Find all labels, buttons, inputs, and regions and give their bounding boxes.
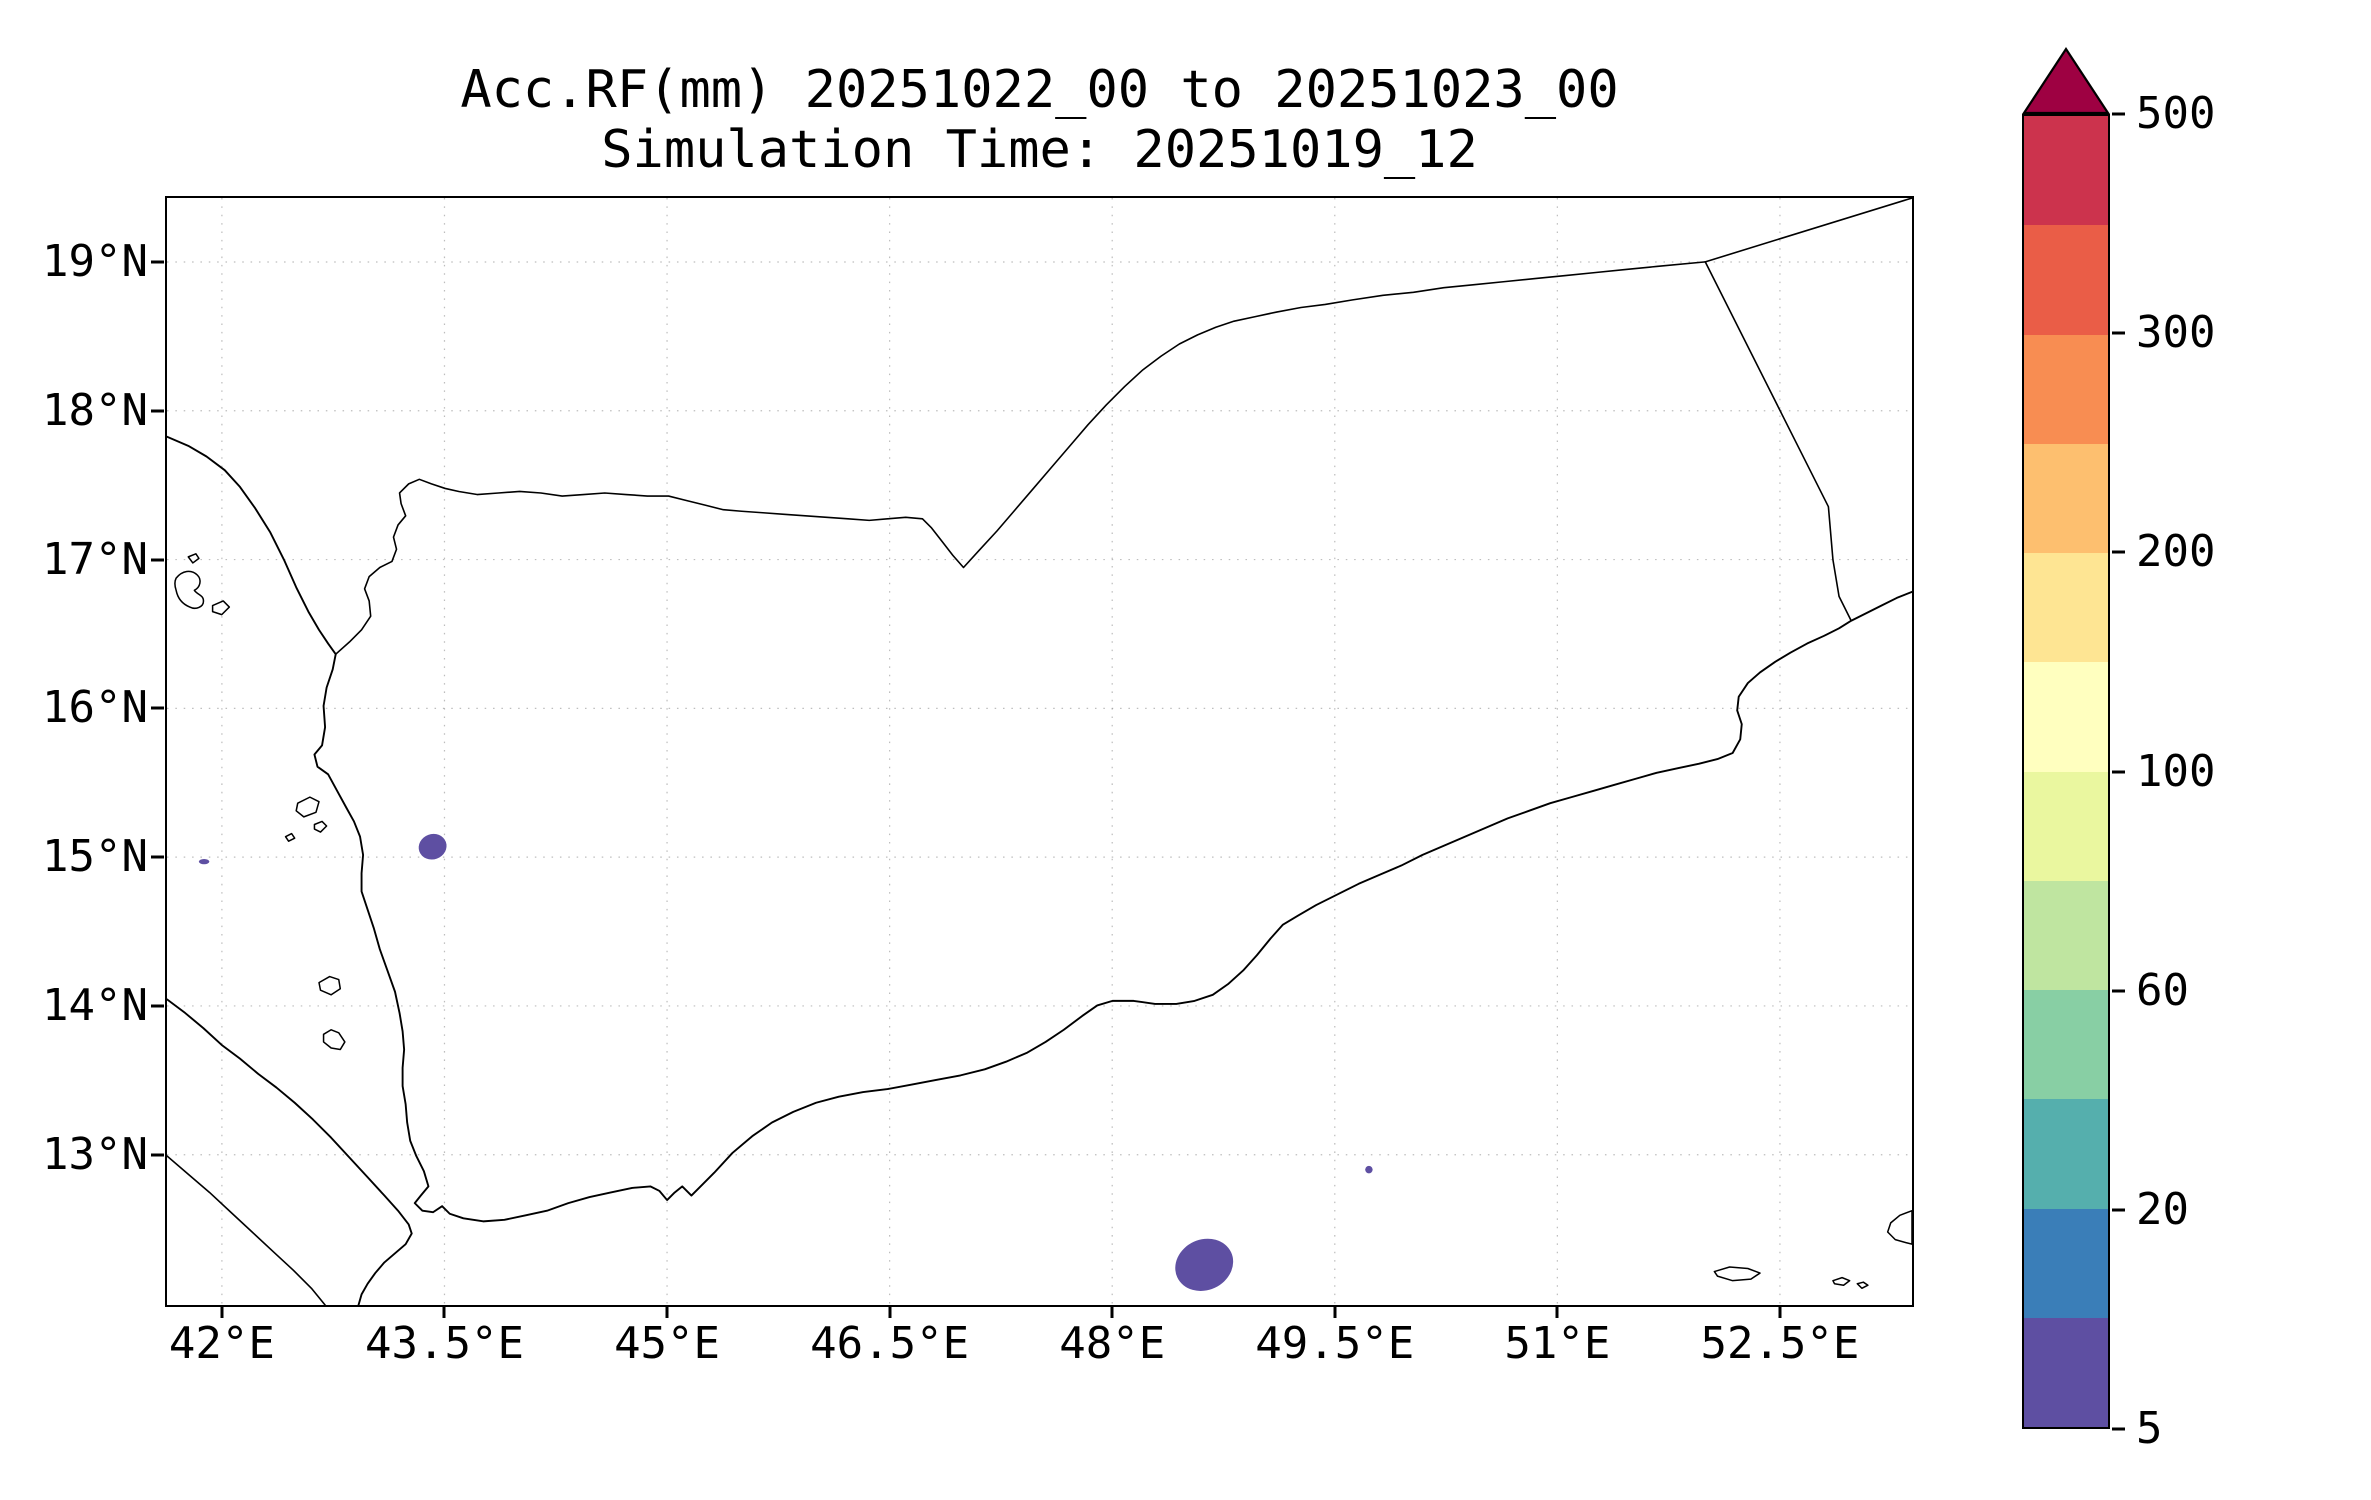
map-plot-area bbox=[164, 195, 1914, 1307]
x-tick-label: 43.5°E bbox=[364, 1318, 524, 1369]
island-socotra-tip bbox=[1886, 1209, 1912, 1245]
plot-title: Acc.RF(mm) 20251022_00 to 20251023_00 bbox=[460, 60, 1619, 120]
plot-subtitle: Simulation Time: 20251019_12 bbox=[601, 120, 1478, 180]
colorbar-tick-mark bbox=[2112, 770, 2125, 773]
rain-speck-gulf-east bbox=[1364, 1165, 1373, 1173]
island-farasan-2 bbox=[211, 599, 230, 615]
colorbar-tick-mark bbox=[2112, 989, 2125, 993]
y-tick-label: 16°N bbox=[42, 682, 148, 734]
y-tick-label: 13°N bbox=[42, 1128, 148, 1180]
colorbar bbox=[2022, 114, 2110, 1429]
colorbar-tick-mark bbox=[2112, 331, 2125, 335]
rain-patch-gulf-of-aden bbox=[1174, 1238, 1233, 1291]
x-tick-label: 42°E bbox=[168, 1318, 275, 1369]
island-farasan-3 bbox=[187, 552, 200, 564]
colorbar-tick-label: 300 bbox=[2136, 307, 2216, 359]
y-tick-mark bbox=[151, 558, 164, 562]
colorbar-tick-mark bbox=[2112, 1427, 2125, 1431]
colorbar-band-3 bbox=[2024, 990, 2108, 1100]
rain-speck-red-sea bbox=[198, 858, 209, 864]
coastline-africa bbox=[166, 997, 413, 1305]
x-tick-mark bbox=[1333, 1305, 1337, 1318]
y-tick-label: 18°N bbox=[42, 384, 148, 436]
yemen-rainfall-map bbox=[166, 197, 1912, 1305]
colorbar-tick-mark bbox=[2112, 1208, 2125, 1212]
colorbar-tick-mark bbox=[2112, 112, 2125, 116]
colorbar-band-11 bbox=[2024, 116, 2108, 226]
y-tick-mark bbox=[151, 260, 164, 264]
colorbar-band-2 bbox=[2024, 1099, 2108, 1209]
colorbar-band-10 bbox=[2024, 225, 2108, 335]
x-tick-mark bbox=[1110, 1305, 1114, 1318]
border-africa bbox=[166, 1154, 326, 1305]
x-tick-mark bbox=[888, 1305, 892, 1318]
x-tick-mark bbox=[1778, 1305, 1782, 1318]
island-hanish bbox=[322, 1028, 346, 1050]
colorbar-tick-label: 500 bbox=[2136, 88, 2216, 139]
coastlines bbox=[166, 435, 1912, 1305]
island-kamaran-2 bbox=[313, 820, 327, 833]
y-tick-label: 14°N bbox=[42, 979, 148, 1031]
gridlines bbox=[166, 197, 1912, 1305]
coastline-arabian-peninsula bbox=[166, 435, 1912, 1222]
island-kamaran bbox=[294, 795, 320, 818]
x-tick-mark bbox=[442, 1305, 446, 1318]
island-zuqar bbox=[317, 975, 341, 996]
colorbar-over-arrow bbox=[2022, 46, 2110, 115]
x-tick-label: 51°E bbox=[1504, 1318, 1611, 1369]
colorbar-tick-label: 200 bbox=[2136, 526, 2216, 578]
islands bbox=[173, 552, 1912, 1289]
colorbar-band-4 bbox=[2024, 880, 2108, 990]
rainfall-patches bbox=[198, 833, 1373, 1291]
colorbar-tick-label: 5 bbox=[2136, 1403, 2163, 1454]
x-tick-label: 52.5°E bbox=[1700, 1318, 1860, 1369]
island-abd-al-kuri bbox=[1713, 1265, 1761, 1281]
x-tick-label: 49.5°E bbox=[1255, 1318, 1415, 1369]
border-saudi-oman bbox=[1703, 197, 1912, 263]
x-tick-label: 45°E bbox=[614, 1318, 721, 1369]
colorbar-band-5 bbox=[2024, 771, 2108, 881]
island-samha bbox=[1831, 1276, 1850, 1286]
colorbar-tick-label: 100 bbox=[2136, 745, 2216, 797]
colorbar-band-6 bbox=[2024, 662, 2108, 772]
colorbar-band-7 bbox=[2024, 553, 2108, 663]
colorbar-band-0 bbox=[2024, 1317, 2108, 1427]
country-borders bbox=[166, 197, 1912, 1305]
island-darsa bbox=[1856, 1280, 1869, 1289]
y-tick-mark bbox=[151, 706, 164, 710]
y-tick-label: 19°N bbox=[42, 235, 148, 287]
colorbar-band-9 bbox=[2024, 334, 2108, 444]
y-tick-label: 17°N bbox=[42, 533, 148, 585]
colorbar-tick-mark bbox=[2112, 550, 2125, 554]
y-tick-mark bbox=[151, 409, 164, 413]
x-tick-label: 48°E bbox=[1059, 1318, 1166, 1369]
x-tick-label: 46.5°E bbox=[810, 1318, 970, 1369]
colorbar-tick-label: 60 bbox=[2136, 964, 2189, 1016]
x-tick-mark bbox=[665, 1305, 669, 1318]
colorbar-band-8 bbox=[2024, 443, 2108, 553]
x-tick-mark bbox=[1555, 1305, 1559, 1318]
y-tick-mark bbox=[151, 855, 164, 859]
y-tick-mark bbox=[151, 1004, 164, 1008]
y-tick-mark bbox=[151, 1153, 164, 1157]
x-tick-mark bbox=[220, 1305, 224, 1318]
rain-patch-west-yemen bbox=[418, 833, 447, 860]
border-yemen-saudi bbox=[334, 260, 1706, 655]
border-yemen-oman bbox=[1703, 260, 1852, 622]
island-farasan-1 bbox=[173, 570, 204, 609]
colorbar-over-arrow-shape bbox=[2022, 46, 2110, 115]
colorbar-band-1 bbox=[2024, 1208, 2108, 1318]
colorbar-tick-label: 20 bbox=[2136, 1183, 2189, 1235]
y-tick-label: 15°N bbox=[42, 831, 148, 883]
island-kamaran-3 bbox=[284, 832, 295, 842]
